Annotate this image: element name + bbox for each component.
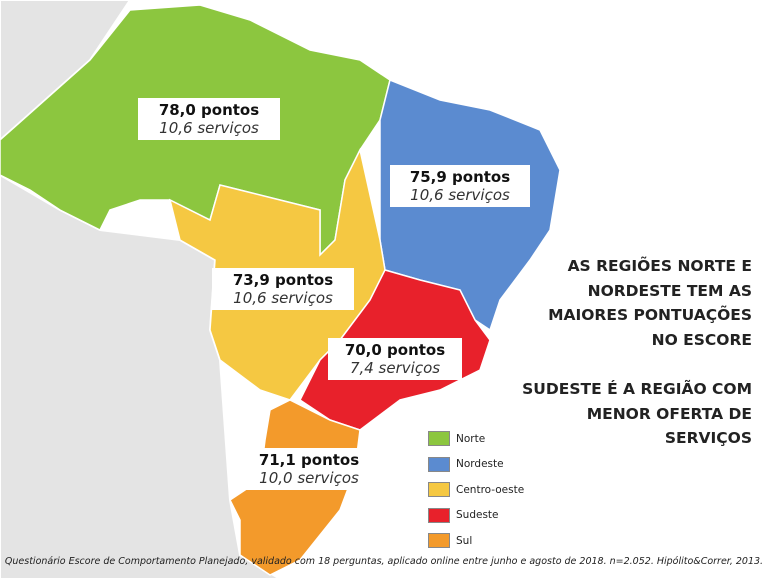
legend-label: Norte [456, 432, 486, 445]
legend-item: Norte [428, 431, 485, 446]
footnote: Questionário Escore de Comportamento Pla… [4, 556, 764, 567]
headline-line: MENOR OFERTA DE [586, 404, 752, 423]
score: 78,0 pontos [158, 101, 260, 119]
headline-line: NORDESTE TEM AS [587, 281, 752, 300]
legend-label: Centro-oeste [456, 483, 525, 496]
region-label: 71,1 pontos 10,0 serviços [244, 448, 374, 490]
legend-swatch [428, 507, 450, 523]
headline-line: SERVIÇOS [664, 429, 752, 447]
legend-label: Sul [456, 534, 473, 547]
region-label: 73,9 pontos 10,6 serviços [212, 268, 354, 310]
legend-item: Sudeste [428, 507, 499, 523]
region-label: 70,0 pontos 7,4 serviços [328, 338, 462, 380]
headline-line: SUDESTE É A REGIÃO COM [522, 380, 752, 398]
legend-label: Sudeste [456, 509, 499, 521]
region-label: 78,0 pontos 10,6 serviços [138, 98, 280, 140]
score: 71,1 pontos [258, 451, 360, 469]
legend-swatch [428, 533, 450, 548]
services: 7,4 serviços [349, 359, 441, 377]
headline-line: AS REGIÕES NORTE E [567, 257, 752, 275]
services: 10,6 serviços [410, 186, 510, 204]
headline-line: MAIORES PONTUAÇÕES [548, 306, 752, 324]
legend-item: Nordeste [428, 456, 504, 472]
legend-item: Centro-oeste [428, 482, 524, 497]
legend-swatch [428, 482, 450, 497]
services: 10,6 serviços [159, 119, 259, 137]
legend-swatch [428, 431, 450, 446]
region-label: 75,9 pontos 10,6 serviços [390, 165, 530, 207]
legend-item: Sul [428, 533, 472, 548]
headline-line: NO ESCORE [651, 330, 752, 349]
services: 10,6 serviços [233, 289, 333, 307]
subheadline: SUDESTE É A REGIÃO COM MENOR OFERTA DE SER… [522, 377, 752, 451]
score: 73,9 pontos [232, 271, 334, 289]
score: 75,9 pontos [409, 168, 511, 186]
legend-swatch [428, 456, 450, 472]
legend-label: Nordeste [456, 458, 504, 470]
score: 70,0 pontos [344, 341, 446, 359]
services: 10,0 serviços [259, 469, 359, 487]
headline: AS REGIÕES NORTE E NORDESTE TEM AS MAIORES… [548, 254, 752, 352]
